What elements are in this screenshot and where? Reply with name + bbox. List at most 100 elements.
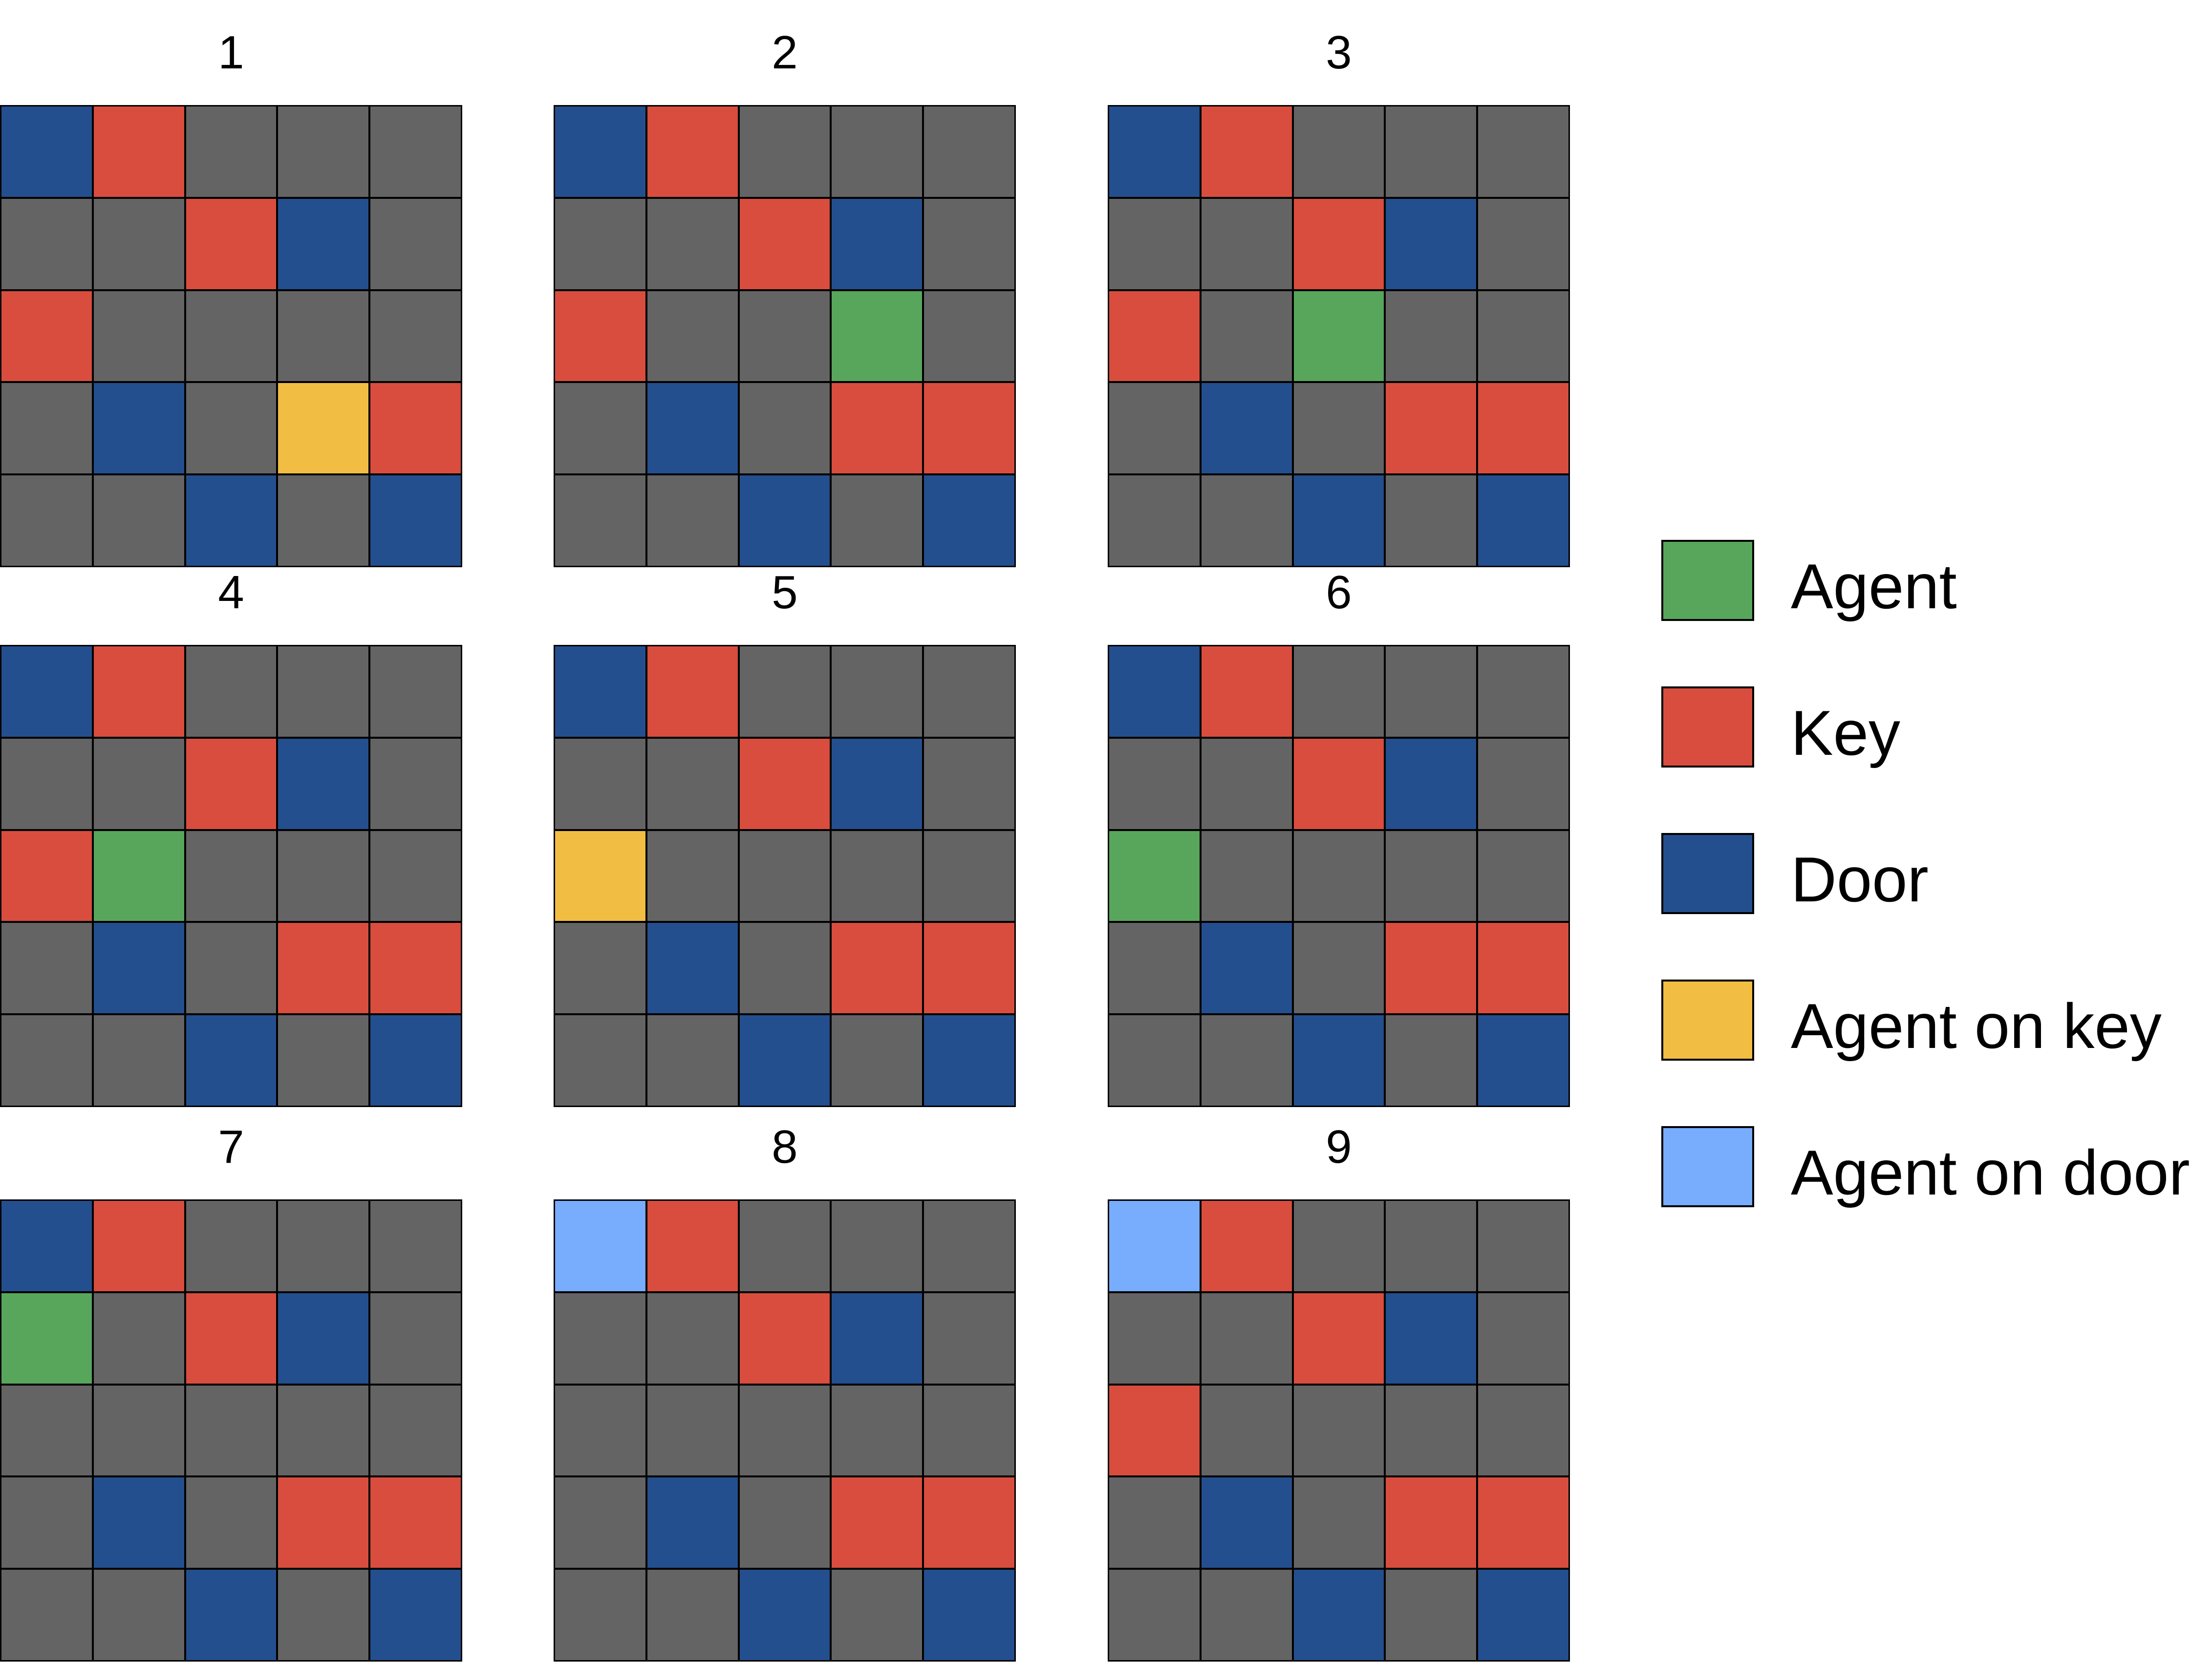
grid-cell-door: [186, 475, 277, 566]
grid-cell-agent-on-door: [1109, 1201, 1200, 1291]
grid-cell-empty: [370, 1293, 461, 1384]
grid-cell-door: [1109, 107, 1200, 197]
grid-cell-empty: [924, 738, 1014, 829]
grid-cell-key: [647, 646, 738, 737]
grid-cell-door: [647, 1477, 738, 1568]
grid-cell-empty: [555, 1015, 645, 1106]
grid-cell-empty: [1293, 1477, 1384, 1568]
grid-cell-empty: [93, 1293, 184, 1384]
grid-cell-key: [924, 1477, 1014, 1568]
legend-label: Key: [1791, 697, 1901, 768]
grid-cell-empty: [1478, 1293, 1568, 1384]
grid-cell-door: [278, 738, 369, 829]
grid-cell-empty: [739, 1385, 830, 1476]
grid-cell-empty: [186, 923, 277, 1014]
grid-cell-empty: [1109, 1293, 1200, 1384]
grid-cell-empty: [370, 1201, 461, 1291]
grid-cell-empty: [1109, 1570, 1200, 1660]
grid-cell-door: [1109, 646, 1200, 737]
grid-cell-empty: [1109, 923, 1200, 1014]
grid-cell-empty: [370, 198, 461, 289]
legend-swatch: [1661, 686, 1754, 768]
panel-number-label: 9: [1326, 1121, 1352, 1173]
grid-cell-key: [832, 383, 923, 474]
grid-cell-door: [555, 646, 645, 737]
grid-cell-empty: [924, 831, 1014, 921]
grid-cell-key: [186, 198, 277, 289]
grid-cell-door: [832, 1293, 923, 1384]
grid-cell-empty: [186, 1201, 277, 1291]
gridworld: [1108, 105, 1570, 567]
grid-cell-door: [278, 1293, 369, 1384]
grid-cell-empty: [555, 1385, 645, 1476]
grid-cell-door: [1386, 738, 1477, 829]
grid-cell-empty: [93, 1385, 184, 1476]
grid-cell-empty: [555, 923, 645, 1014]
grid-cell-empty: [1201, 1385, 1292, 1476]
grid-cell-key: [832, 1477, 923, 1568]
grid-cell-empty: [1478, 291, 1568, 382]
grid-cell-door: [1201, 923, 1292, 1014]
grid-cell-key: [93, 107, 184, 197]
panel-number-label: 5: [772, 566, 798, 619]
grid-cell-empty: [278, 107, 369, 197]
legend-label: Agent: [1791, 551, 1957, 622]
grid-cell-key: [1386, 1477, 1477, 1568]
grid-cell-key: [1109, 1385, 1200, 1476]
grid-cell-empty: [647, 831, 738, 921]
grid-cell-empty: [1478, 107, 1568, 197]
grid-cell-empty: [1293, 383, 1384, 474]
grid-cell-empty: [1386, 831, 1477, 921]
grid-cell-empty: [1478, 198, 1568, 289]
grid-cell-empty: [647, 1385, 738, 1476]
grid-cell-empty: [278, 1385, 369, 1476]
grid-cell-empty: [1, 1015, 92, 1106]
grid-cell-empty: [1109, 198, 1200, 289]
grid-cell-key: [1386, 383, 1477, 474]
grid-cell-empty: [1201, 831, 1292, 921]
legend-swatch: [1661, 1126, 1754, 1207]
grid-cell-key: [832, 923, 923, 1014]
grid-cell-empty: [278, 1570, 369, 1660]
grid-cell-key: [1, 291, 92, 382]
grid-cell-key: [647, 1201, 738, 1291]
grid-cell-empty: [739, 291, 830, 382]
grid-cell-empty: [1293, 831, 1384, 921]
gridworld: [1108, 1199, 1570, 1662]
grid-cell-empty: [370, 291, 461, 382]
grid-cell-empty: [1109, 1015, 1200, 1106]
grid-cell-empty: [832, 107, 923, 197]
grid-cell-empty: [1109, 738, 1200, 829]
grid-cell-empty: [1201, 291, 1292, 382]
grid-cell-door: [370, 475, 461, 566]
grid-cell-empty: [186, 1477, 277, 1568]
grid-cell-key: [1293, 738, 1384, 829]
grid-cell-empty: [647, 198, 738, 289]
grid-cell-empty: [1201, 475, 1292, 566]
grid-cell-empty: [1109, 475, 1200, 566]
grid-cell-door: [186, 1015, 277, 1106]
panel-number-label: 7: [218, 1121, 244, 1173]
grid-cell-key: [924, 923, 1014, 1014]
grid-cell-empty: [1386, 1015, 1477, 1106]
grid-cell-empty: [924, 198, 1014, 289]
grid-cell-empty: [1, 738, 92, 829]
grid-cell-empty: [278, 475, 369, 566]
grid-cell-door: [1293, 1015, 1384, 1106]
legend-label: Agent on door: [1791, 1137, 2190, 1208]
grid-cell-empty: [186, 291, 277, 382]
grid-cell-empty: [832, 475, 923, 566]
grid-cell-key: [1386, 923, 1477, 1014]
grid-cell-door: [1, 646, 92, 737]
grid-cell-empty: [832, 1385, 923, 1476]
grid-cell-empty: [555, 738, 645, 829]
grid-cell-door: [832, 738, 923, 829]
grid-cell-empty: [647, 1015, 738, 1106]
grid-cell-empty: [93, 1570, 184, 1660]
grid-cell-empty: [278, 1201, 369, 1291]
grid-cell-empty: [647, 475, 738, 566]
grid-cell-empty: [278, 646, 369, 737]
grid-cell-empty: [1478, 646, 1568, 737]
grid-cell-empty: [647, 291, 738, 382]
grid-cell-empty: [1201, 1293, 1292, 1384]
